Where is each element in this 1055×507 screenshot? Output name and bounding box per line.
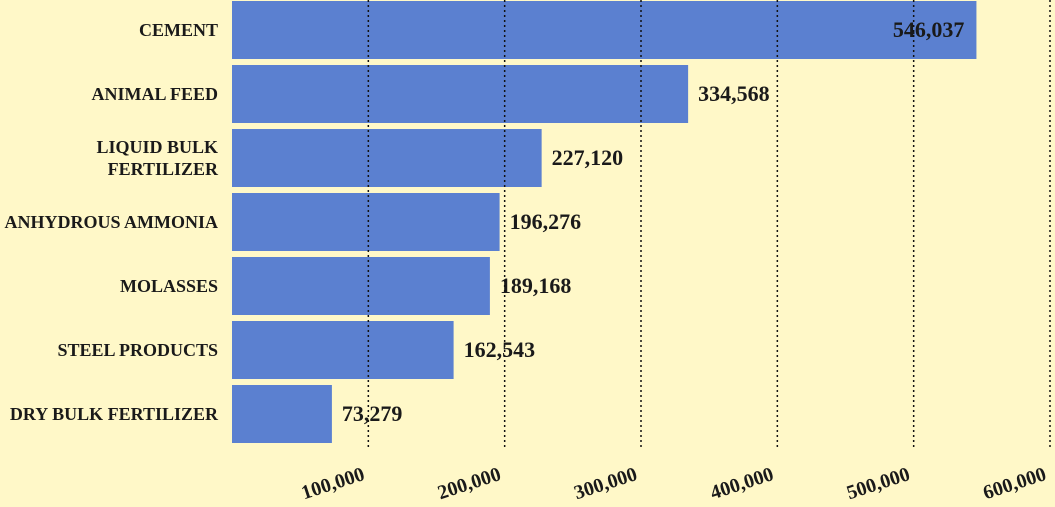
- bar: [232, 65, 689, 123]
- bar: [232, 385, 332, 443]
- x-tick-label: 400,000: [708, 463, 777, 504]
- value-label: 334,568: [698, 81, 770, 106]
- value-label: 196,276: [510, 209, 582, 234]
- bar: [232, 257, 490, 315]
- value-label: 73,279: [342, 401, 403, 426]
- value-label: 546,037: [893, 17, 965, 42]
- x-tick-label: 600,000: [980, 463, 1049, 504]
- x-tick-label: 300,000: [571, 463, 640, 504]
- bar: [232, 321, 454, 379]
- category-label: ANHYDROUS AMMONIA: [4, 212, 219, 232]
- category-label: MOLASSES: [119, 276, 218, 296]
- category-label: LIQUID BULK FERTILIZER: [96, 137, 218, 179]
- x-tick-label: 200,000: [435, 463, 504, 504]
- category-label: STEEL PRODUCTS: [57, 340, 218, 360]
- bar: [232, 193, 500, 251]
- x-tick-label: 500,000: [844, 463, 913, 504]
- value-label: 162,543: [464, 337, 536, 362]
- category-label: ANIMAL FEED: [91, 84, 218, 104]
- category-label: CEMENT: [138, 20, 218, 40]
- category-label: DRY BULK FERTILIZER: [9, 404, 218, 424]
- bar: [232, 1, 977, 59]
- x-tick-label: 100,000: [299, 463, 368, 504]
- bar: [232, 129, 542, 187]
- value-label: 227,120: [552, 145, 624, 170]
- value-label: 189,168: [500, 273, 572, 298]
